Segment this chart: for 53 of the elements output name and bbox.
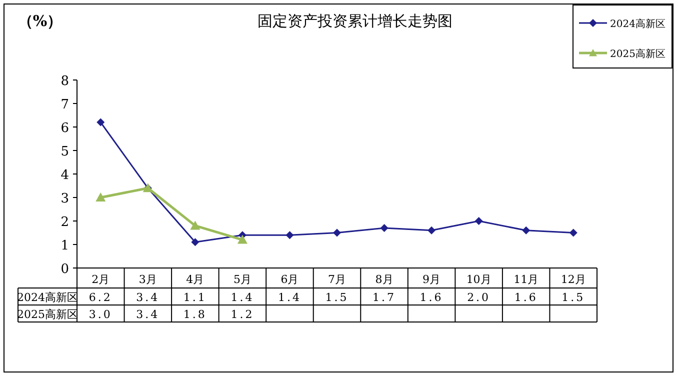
chart-title: 固定资产投资累计增长走势图 — [258, 12, 452, 30]
x-tick-label: 11月 — [514, 273, 539, 286]
y-tick-label: 6 — [60, 121, 69, 136]
point — [474, 217, 483, 225]
text: 2025高新区 — [17, 308, 78, 321]
point — [286, 231, 294, 240]
y-tick-label: 3 — [60, 192, 69, 206]
y-tick-label: 0 — [60, 262, 69, 277]
data-label: 1.4 — [230, 291, 254, 304]
x-tick-label: 4月 — [186, 273, 204, 286]
data-label: 1.5 — [325, 291, 349, 304]
y-tick-label: 8 — [60, 74, 69, 89]
point — [191, 238, 200, 246]
data-label: 1.2 — [230, 308, 254, 321]
x-tick-label: 12月 — [560, 273, 586, 286]
data-label: 6.2 — [88, 291, 112, 304]
x-tick-label: 10月 — [466, 273, 492, 286]
x-tick-label: 3月 — [138, 273, 157, 286]
y-tick-label: 4 — [60, 168, 69, 183]
y-tick-label: 1 — [60, 238, 69, 254]
data-label: 3.4 — [136, 308, 160, 321]
data-label: 3.4 — [136, 291, 160, 304]
data-label: 2.0 — [467, 291, 491, 304]
point — [237, 234, 248, 244]
x-tick-label: 5月 — [233, 273, 252, 286]
x-tick-label: 6月 — [280, 273, 299, 286]
data-label: 3.0 — [88, 308, 112, 321]
x-tick-label: 8月 — [375, 273, 394, 286]
point — [428, 226, 436, 234]
point — [380, 224, 388, 232]
point — [190, 220, 200, 230]
data-label: 1.8 — [183, 308, 207, 321]
data-label: 1.6 — [420, 291, 444, 304]
data-label: 1.6 — [514, 291, 538, 304]
x-tick-label: 2月 — [92, 273, 110, 286]
y-tick-label: 7 — [60, 98, 69, 112]
point — [569, 228, 578, 237]
point — [333, 228, 341, 237]
y-tick-label: 5 — [60, 144, 69, 160]
legend-label: 2024高新区 — [610, 18, 666, 30]
data-label: 1.4 — [278, 291, 302, 304]
data-label: 1.1 — [183, 291, 207, 304]
y-tick-label: 2 — [60, 215, 69, 230]
point — [522, 226, 530, 234]
point — [96, 192, 106, 202]
text: 2024高新区 — [17, 291, 78, 304]
legend-label: 2025高新区 — [610, 48, 666, 60]
point — [96, 118, 105, 126]
y-axis-title: （%） — [18, 12, 62, 30]
data-label: 1.5 — [562, 291, 586, 304]
x-tick-label: 7月 — [328, 273, 346, 286]
data-label: 1.7 — [372, 291, 396, 304]
x-tick-label: 9月 — [422, 273, 441, 286]
